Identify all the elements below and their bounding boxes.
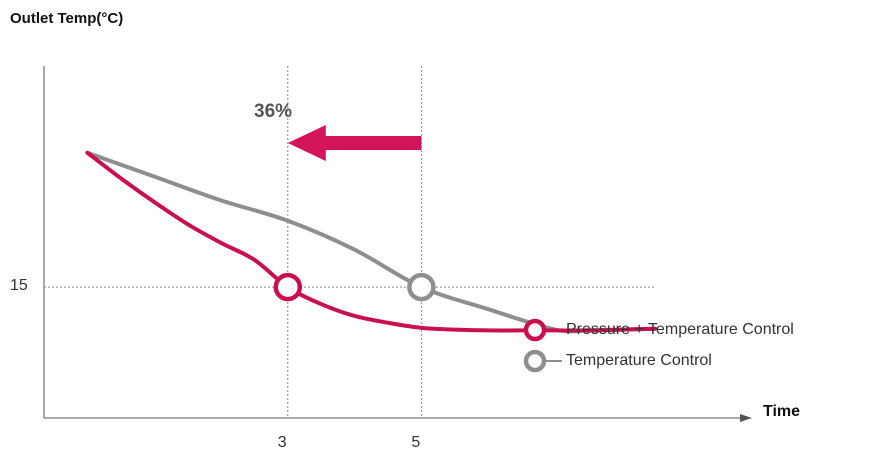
- marker-temperature: [407, 272, 436, 302]
- series-line-pressure-temperature: [85, 150, 658, 333]
- x-axis-arrowhead: [740, 414, 752, 422]
- legend-label: Temperature Control: [566, 352, 712, 369]
- legend-item-pressure-temperature: Pressure + Temperature Control: [522, 317, 862, 343]
- legend-item-temperature: Temperature Control: [522, 348, 862, 374]
- annotation-label: 36%: [254, 101, 293, 122]
- series-line-temperature: [85, 150, 658, 334]
- axes: [43, 66, 752, 422]
- y-tick-label: 15: [10, 277, 28, 295]
- marker-pressure-temperature: [273, 272, 303, 302]
- x-axis-label: Time: [763, 403, 801, 420]
- y-axis-label: Outlet Temp(°C): [10, 10, 124, 27]
- series-markers: [273, 272, 436, 302]
- legend-marker-pressure-temperature: [523, 318, 562, 342]
- guide-lines: [44, 66, 656, 418]
- legend-label: Pressure + Temperature Control: [566, 321, 794, 338]
- series-lines: [85, 150, 658, 334]
- annotation: [287, 125, 422, 161]
- x-tick-label: 3: [277, 434, 287, 451]
- annotation-arrow: [287, 125, 422, 161]
- x-tick-label: 5: [411, 434, 421, 451]
- legend-marker-temperature: [523, 349, 562, 373]
